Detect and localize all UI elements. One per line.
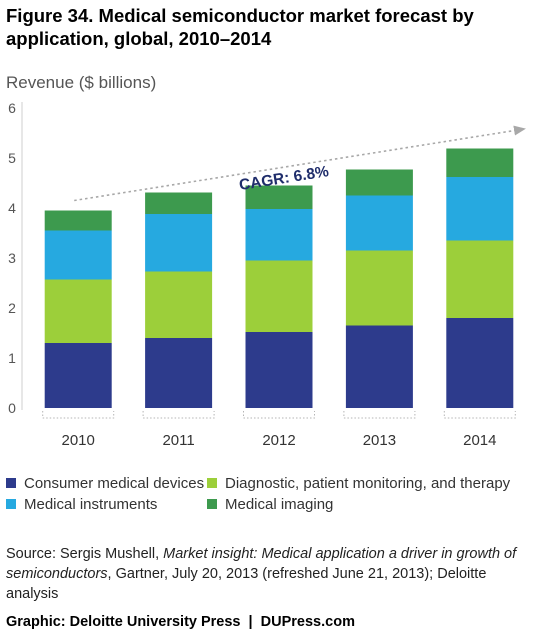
bar-segment-2011-3 bbox=[145, 214, 213, 272]
bar-segment-2014-1 bbox=[446, 318, 514, 408]
bar-segment-2010-3 bbox=[44, 230, 112, 280]
x-tick-bracket bbox=[343, 411, 416, 419]
x-tick-bracket bbox=[42, 411, 115, 419]
bar-segment-2012-2 bbox=[245, 260, 313, 332]
bar-segment-2014-2 bbox=[446, 240, 514, 318]
y-tick-label: 1 bbox=[8, 350, 16, 366]
bar-segment-2012-4 bbox=[245, 185, 313, 209]
figure-title: Figure 34. Medical semiconductor market … bbox=[6, 4, 526, 50]
legend-label: Medical imaging bbox=[225, 496, 334, 513]
y-tick-label: 6 bbox=[8, 100, 16, 116]
x-tick-label: 2011 bbox=[162, 432, 194, 449]
figure-title-line-2: application, global, 2010–2014 bbox=[6, 28, 272, 49]
bar-segment-2012-1 bbox=[245, 332, 313, 408]
bar-segment-2012-3 bbox=[245, 209, 313, 261]
y-tick-label: 0 bbox=[8, 400, 16, 416]
source-suffix: , Gartner, July 20, 2013 (refreshed June… bbox=[6, 566, 487, 602]
bar-segment-2014-4 bbox=[446, 148, 514, 177]
legend-label: Medical instruments bbox=[24, 496, 158, 513]
x-axis: 2010 2011 2012 2013 2014 bbox=[42, 411, 516, 449]
bar-segment-2010-1 bbox=[44, 343, 112, 408]
x-tick-bracket bbox=[243, 411, 315, 419]
bar-segment-2013-1 bbox=[345, 325, 413, 408]
x-tick-label: 2010 bbox=[62, 432, 95, 449]
y-tick-label: 3 bbox=[8, 250, 16, 266]
legend-swatch bbox=[6, 499, 16, 509]
graphic-credit: Graphic: Deloitte University Press | DUP… bbox=[6, 614, 355, 630]
legend-swatch bbox=[207, 499, 217, 509]
bar-segment-2013-2 bbox=[345, 250, 413, 326]
bar-segment-2010-4 bbox=[44, 210, 112, 231]
legend-item-medical-instruments: Medical instruments bbox=[6, 496, 157, 513]
bar-segment-2013-4 bbox=[345, 169, 413, 196]
y-tick-label: 2 bbox=[8, 300, 16, 316]
figure-title-line-1: Figure 34. Medical semiconductor market … bbox=[6, 5, 474, 26]
legend-label: Diagnostic, patient monitoring, and ther… bbox=[225, 475, 511, 492]
bar-segment-2013-3 bbox=[345, 195, 413, 251]
legend-item-medical-imaging: Medical imaging bbox=[207, 496, 333, 513]
legend-item-consumer-medical-devices: Consumer medical devices bbox=[6, 475, 204, 492]
legend-item-diagnostic: Diagnostic, patient monitoring, and ther… bbox=[207, 475, 510, 492]
y-axis-label: Revenue ($ billions) bbox=[6, 73, 157, 92]
source-title: Market insight: Medical application a dr… bbox=[6, 546, 517, 582]
x-tick-label: 2014 bbox=[463, 432, 496, 449]
legend-label: Consumer medical devices bbox=[24, 475, 205, 492]
bar-segment-2011-1 bbox=[145, 338, 213, 408]
bar-segment-2011-4 bbox=[145, 192, 213, 214]
cagr-trend-arrow bbox=[74, 125, 526, 202]
x-tick-label: 2013 bbox=[363, 432, 396, 449]
bar-segment-2011-2 bbox=[145, 271, 213, 338]
y-tick-label: 4 bbox=[8, 200, 16, 216]
x-tick-label: 2012 bbox=[262, 432, 295, 449]
y-tick-label: 5 bbox=[8, 150, 16, 166]
bar-segment-2014-3 bbox=[446, 177, 514, 241]
y-axis: 0 1 2 3 4 5 6 bbox=[8, 100, 23, 416]
x-tick-bracket bbox=[142, 411, 215, 419]
legend-swatch bbox=[207, 478, 217, 488]
x-tick-bracket bbox=[443, 411, 516, 419]
source-note: Source: Sergis Mushell, Market insight: … bbox=[6, 544, 536, 604]
bar-segment-2010-2 bbox=[44, 279, 112, 343]
bars bbox=[44, 148, 514, 408]
source-prefix: Source: Sergis Mushell, bbox=[6, 546, 164, 562]
legend-swatch bbox=[6, 478, 16, 488]
